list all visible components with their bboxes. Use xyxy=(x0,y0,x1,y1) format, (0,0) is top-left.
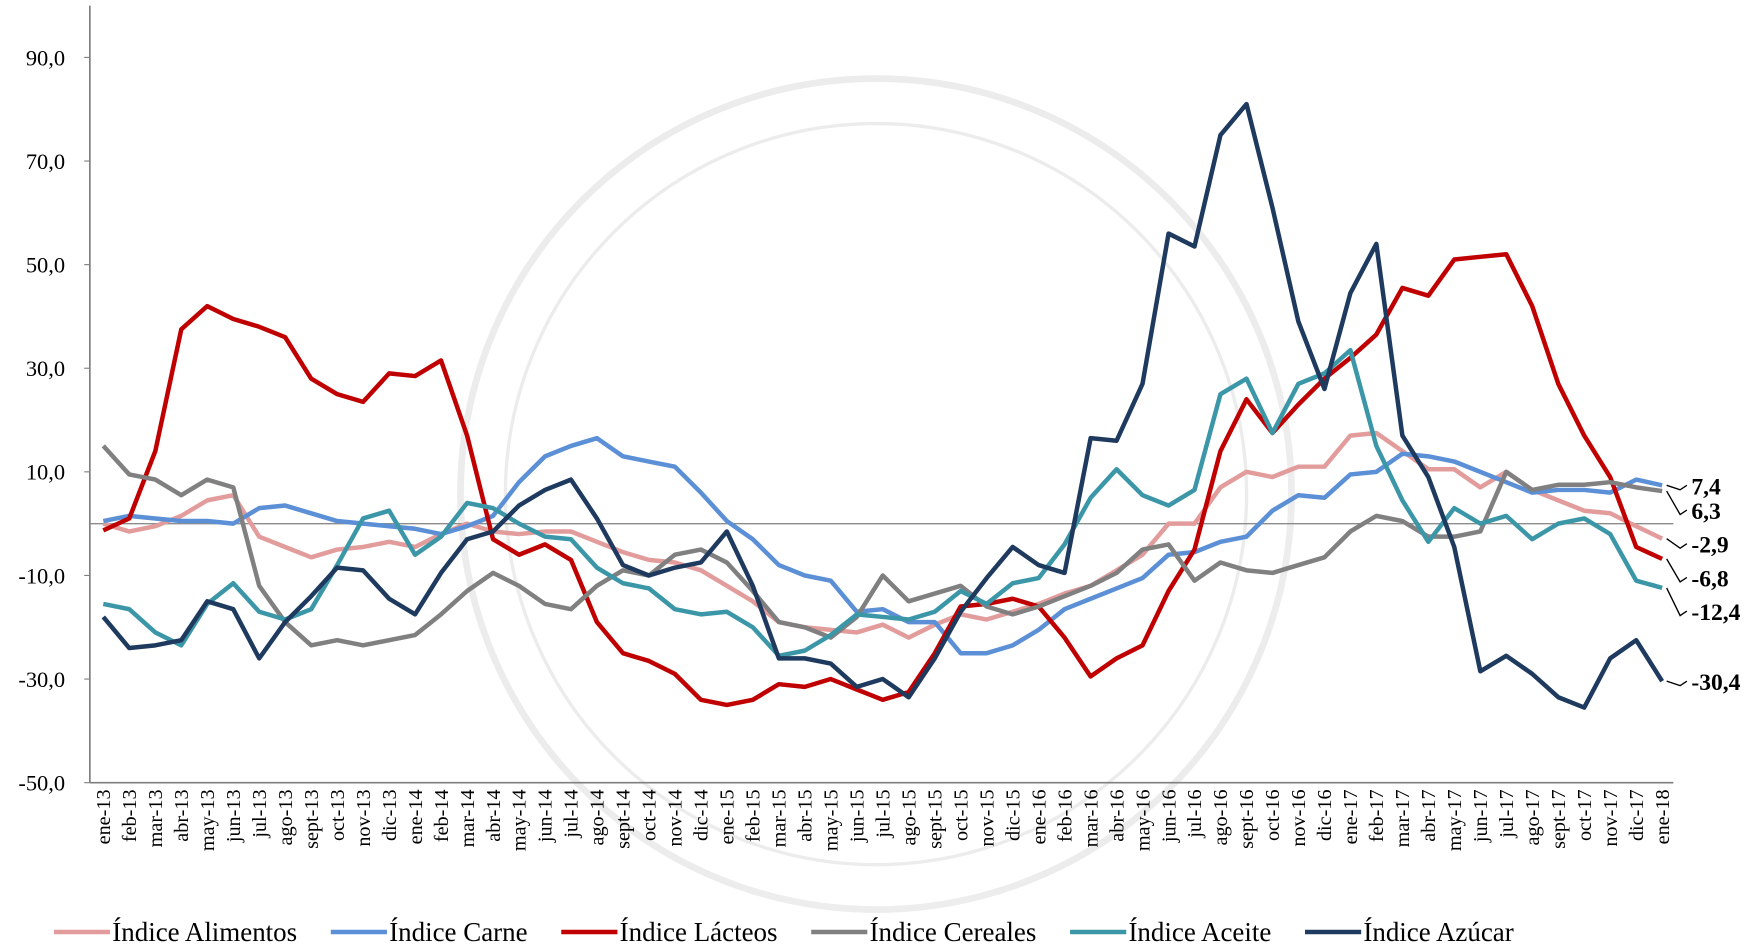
x-tick-label: sept-13 xyxy=(301,789,323,848)
x-tick-label: nov-13 xyxy=(353,789,375,846)
leader-line xyxy=(1666,484,1688,491)
x-tick-label: dic-16 xyxy=(1314,789,1336,841)
legend-label: Índice Alimentos xyxy=(112,917,297,947)
x-tick-label: mar-14 xyxy=(457,789,479,847)
leader-line xyxy=(1666,490,1688,516)
x-tick-label: may-17 xyxy=(1444,789,1466,851)
x-tick-label: ago-14 xyxy=(587,789,609,845)
x-tick-label: oct-17 xyxy=(1574,789,1596,841)
x-tick-label: jun-13 xyxy=(223,789,245,843)
series-line xyxy=(102,251,1664,708)
x-tick-label: dic-17 xyxy=(1626,789,1648,841)
x-tick-label: jun-15 xyxy=(846,789,868,843)
x-tick-label: jul-17 xyxy=(1496,789,1518,838)
y-tick-label: -50,0 xyxy=(18,771,65,796)
x-tick-label: abr-15 xyxy=(795,789,817,841)
end-value-label: -30,4 xyxy=(1691,670,1740,696)
leader-line xyxy=(1666,538,1688,550)
leader-line xyxy=(1666,558,1688,583)
y-tick-label: 10,0 xyxy=(26,460,65,485)
legend-label: Índice Aceite xyxy=(1128,917,1271,947)
x-tick-label: mar-17 xyxy=(1392,789,1414,847)
x-tick-label: dic-14 xyxy=(691,789,713,841)
x-tick-label: ene-13 xyxy=(93,789,115,844)
x-tick-label: jul-16 xyxy=(1184,789,1206,838)
x-tick-label: dic-15 xyxy=(1002,789,1024,841)
x-tick-label: mar-13 xyxy=(145,789,167,847)
x-tick-label: oct-16 xyxy=(1262,789,1284,841)
x-tick-label: ago-17 xyxy=(1522,789,1544,845)
x-tick-label: abr-17 xyxy=(1418,789,1440,841)
x-tick-label: sept-17 xyxy=(1548,789,1570,848)
series-line xyxy=(102,435,1663,656)
y-tick-label: -30,0 xyxy=(18,667,65,692)
y-tick-label: 70,0 xyxy=(26,149,65,174)
x-tick-label: jul-14 xyxy=(561,789,583,838)
series-line xyxy=(101,101,1665,710)
end-value-label: -12,4 xyxy=(1691,600,1740,626)
legend-label: Índice Lácteos xyxy=(620,917,778,947)
x-tick-label: ene-16 xyxy=(1028,789,1050,844)
series-line xyxy=(102,430,1664,640)
x-tick-label: ene-14 xyxy=(405,789,427,844)
x-tick-label: jun-16 xyxy=(1158,789,1180,843)
x-tick-label: jul-13 xyxy=(249,789,271,838)
x-tick-label: jun-14 xyxy=(535,789,557,843)
x-tick-label: may-13 xyxy=(197,789,219,851)
y-tick-label: 90,0 xyxy=(26,45,65,70)
legend-label: Índice Cereales xyxy=(870,917,1037,947)
end-value-label: 6,3 xyxy=(1691,499,1720,525)
x-tick-label: jun-17 xyxy=(1470,789,1492,843)
x-tick-label: may-16 xyxy=(1132,789,1154,851)
y-tick-label: 50,0 xyxy=(26,252,65,277)
end-value-label: -6,8 xyxy=(1691,566,1728,592)
x-tick-label: dic-13 xyxy=(379,789,401,841)
x-tick-label: ene-15 xyxy=(717,789,739,844)
x-tick-label: oct-14 xyxy=(639,789,661,841)
x-tick-label: ene-17 xyxy=(1340,789,1362,844)
x-tick-label: nov-14 xyxy=(665,789,687,846)
x-tick-label: may-14 xyxy=(509,789,531,851)
x-tick-label: mar-15 xyxy=(769,789,791,847)
x-tick-label: nov-15 xyxy=(976,789,998,846)
x-tick-label: sept-16 xyxy=(1236,789,1258,848)
series-line xyxy=(102,347,1663,659)
x-tick-label: oct-13 xyxy=(327,789,349,841)
end-value-label: 7,4 xyxy=(1691,474,1721,500)
legend-label: Índice Azúcar xyxy=(1363,917,1513,947)
x-tick-label: nov-17 xyxy=(1600,789,1622,846)
x-tick-label: feb-14 xyxy=(431,789,453,842)
x-tick-label: feb-13 xyxy=(119,789,141,842)
x-tick-label: nov-16 xyxy=(1288,789,1310,846)
x-tick-label: abr-13 xyxy=(171,789,193,841)
x-tick-label: mar-16 xyxy=(1080,789,1102,847)
x-tick-label: ago-13 xyxy=(275,789,297,845)
x-tick-label: ene-18 xyxy=(1652,789,1674,844)
x-tick-label: abr-16 xyxy=(1106,789,1128,841)
x-tick-label: feb-15 xyxy=(743,789,765,842)
x-tick-label: sept-15 xyxy=(924,789,946,848)
x-tick-label: abr-14 xyxy=(483,789,505,841)
x-tick-label: sept-14 xyxy=(613,789,635,848)
x-tick-label: jul-15 xyxy=(872,789,894,838)
y-tick-label: -10,0 xyxy=(18,563,65,588)
y-tick-label: 30,0 xyxy=(26,356,65,381)
x-tick-label: oct-15 xyxy=(950,789,972,841)
watermark xyxy=(457,75,1295,913)
x-tick-label: ago-15 xyxy=(898,789,920,845)
x-tick-label: ago-16 xyxy=(1210,789,1232,845)
end-value-label: -2,9 xyxy=(1691,533,1728,559)
legend-label: Índice Carne xyxy=(389,917,527,947)
x-tick-label: feb-16 xyxy=(1054,789,1076,842)
leader-line xyxy=(1666,680,1688,687)
x-tick-label: may-15 xyxy=(821,789,843,851)
leader-line xyxy=(1666,587,1688,617)
series-line xyxy=(101,444,1663,648)
x-tick-label: feb-17 xyxy=(1366,789,1388,842)
